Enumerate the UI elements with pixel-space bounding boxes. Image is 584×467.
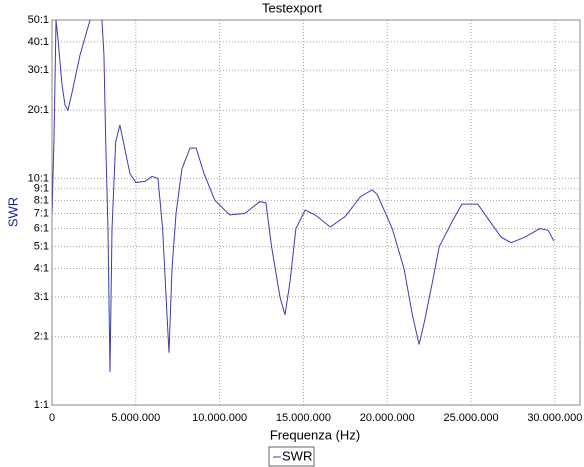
x-tick-label: 30.000.000 (527, 412, 582, 424)
y-tick-label: 7:1 (34, 207, 49, 219)
x-axis-title: Frequenza (Hz) (270, 427, 360, 442)
y-tick-label: 50:1 (28, 14, 49, 26)
y-tick-label: 3:1 (34, 291, 49, 303)
plot-area (52, 20, 580, 405)
legend-label: SWR (282, 448, 312, 463)
x-tick-label: 10.000.000 (192, 412, 247, 424)
x-tick-label: 25.000.000 (444, 412, 499, 424)
chart-title: Testexport (262, 0, 322, 15)
series-line (52, 20, 555, 372)
y-axis-title: SWR (5, 197, 20, 227)
x-tick-label: 20.000.000 (360, 412, 415, 424)
x-tick-label: 0 (49, 412, 55, 424)
x-tick-label: 5.000.000 (111, 412, 160, 424)
y-tick-label: 20:1 (28, 104, 49, 116)
legend: SWR (268, 446, 315, 467)
y-tick-label: 10:1 (28, 172, 49, 184)
y-tick-label: 2:1 (34, 331, 49, 343)
x-tick-label: 15.000.000 (276, 412, 331, 424)
y-tick-label: 30:1 (28, 64, 49, 76)
y-tick-label: 6:1 (34, 223, 49, 235)
y-tick-label: 5:1 (34, 241, 49, 253)
y-tick-label: 1:1 (34, 399, 49, 411)
y-tick-label: 8:1 (34, 194, 49, 206)
y-tick-label: 40:1 (28, 36, 49, 48)
y-tick-label: 4:1 (34, 262, 49, 274)
y-tick-label: 9:1 (34, 183, 49, 195)
legend-box (268, 446, 315, 467)
